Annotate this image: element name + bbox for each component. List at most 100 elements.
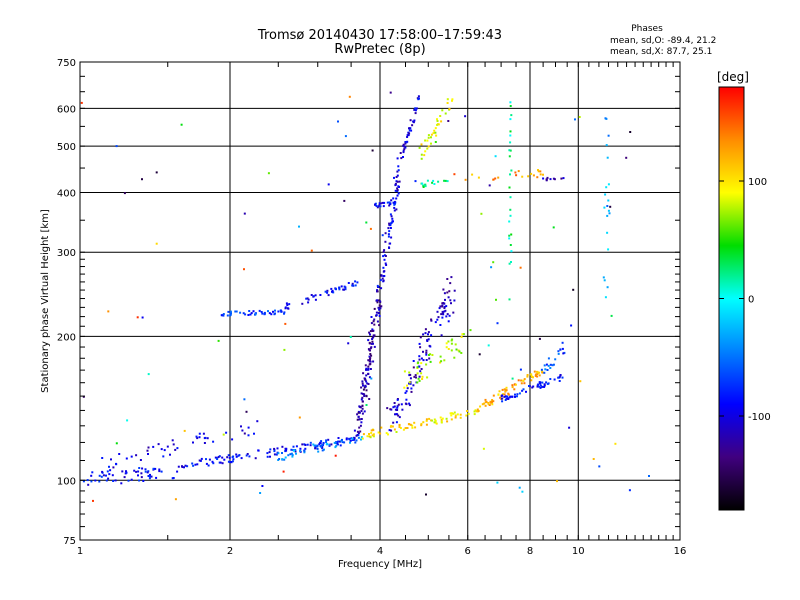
data-point xyxy=(186,465,189,468)
data-point xyxy=(327,183,330,186)
data-point xyxy=(514,383,517,386)
data-point xyxy=(380,305,383,308)
data-point xyxy=(357,415,360,418)
data-point xyxy=(430,136,432,139)
data-point xyxy=(513,388,516,391)
data-point xyxy=(245,454,248,457)
data-point xyxy=(427,145,430,148)
data-point xyxy=(266,452,269,455)
data-point xyxy=(334,287,337,290)
data-point xyxy=(543,371,546,374)
data-point xyxy=(360,438,362,441)
data-point xyxy=(451,338,454,341)
data-point xyxy=(402,149,405,152)
data-point xyxy=(269,455,271,458)
data-point xyxy=(218,455,221,458)
data-point xyxy=(283,312,285,315)
data-point xyxy=(395,431,398,433)
data-point xyxy=(449,282,452,285)
data-point xyxy=(552,226,555,229)
data-point xyxy=(546,369,549,371)
data-point xyxy=(559,348,562,351)
data-point xyxy=(452,311,455,314)
data-point xyxy=(441,109,444,112)
data-point xyxy=(435,134,438,137)
data-point xyxy=(403,386,406,389)
data-point xyxy=(82,395,85,398)
data-point xyxy=(392,197,395,200)
data-point xyxy=(606,205,609,207)
data-point xyxy=(107,310,110,313)
data-point xyxy=(240,425,242,428)
data-point xyxy=(398,180,401,183)
data-point xyxy=(530,172,533,175)
data-point xyxy=(592,458,595,460)
data-point xyxy=(539,381,542,384)
data-point xyxy=(174,448,177,451)
data-point xyxy=(420,362,423,365)
data-point xyxy=(361,412,364,415)
data-point xyxy=(301,302,304,305)
data-point xyxy=(140,472,143,475)
data-point xyxy=(160,448,163,451)
data-point xyxy=(319,441,322,444)
data-point xyxy=(321,449,324,452)
data-point xyxy=(279,309,282,312)
data-point xyxy=(522,379,525,382)
data-point xyxy=(208,458,211,461)
data-point xyxy=(554,358,557,361)
data-point xyxy=(542,173,544,176)
data-point xyxy=(285,302,288,305)
data-point xyxy=(406,134,409,137)
data-point xyxy=(420,368,423,370)
data-point xyxy=(393,202,396,205)
data-point xyxy=(521,389,524,392)
data-point xyxy=(545,363,548,366)
data-point xyxy=(459,413,462,416)
data-point xyxy=(404,142,407,145)
data-point xyxy=(355,434,358,437)
data-point xyxy=(451,99,453,102)
data-point xyxy=(235,310,238,313)
data-point xyxy=(212,440,215,443)
data-point xyxy=(148,475,151,478)
data-point xyxy=(261,312,264,315)
data-point xyxy=(398,416,401,419)
data-point xyxy=(269,448,272,451)
data-point xyxy=(625,156,628,159)
data-point xyxy=(358,418,361,421)
data-point xyxy=(538,371,540,374)
data-point xyxy=(239,311,242,314)
data-point xyxy=(445,315,448,318)
data-point xyxy=(108,465,110,468)
data-point xyxy=(466,410,468,412)
data-point xyxy=(379,432,382,435)
data-point xyxy=(351,284,354,287)
data-point xyxy=(553,378,556,381)
data-point xyxy=(425,359,428,361)
data-point xyxy=(411,124,414,127)
data-point xyxy=(416,366,419,369)
data-point xyxy=(358,405,361,408)
data-point xyxy=(381,234,384,237)
data-point xyxy=(291,455,294,458)
data-point xyxy=(442,313,445,316)
data-point xyxy=(549,363,552,366)
data-point xyxy=(331,290,333,293)
data-point xyxy=(294,450,297,453)
data-point xyxy=(446,98,449,101)
data-point xyxy=(425,349,428,352)
data-point xyxy=(509,214,512,217)
data-point xyxy=(344,288,347,291)
data-point xyxy=(217,339,220,342)
data-point xyxy=(552,363,555,366)
data-point xyxy=(126,419,129,422)
data-point xyxy=(226,314,229,317)
data-point xyxy=(509,134,512,137)
data-point xyxy=(553,178,556,181)
data-point xyxy=(365,389,368,392)
data-point xyxy=(370,431,373,434)
data-point xyxy=(267,172,270,175)
data-point xyxy=(408,402,411,405)
data-point xyxy=(537,169,539,171)
